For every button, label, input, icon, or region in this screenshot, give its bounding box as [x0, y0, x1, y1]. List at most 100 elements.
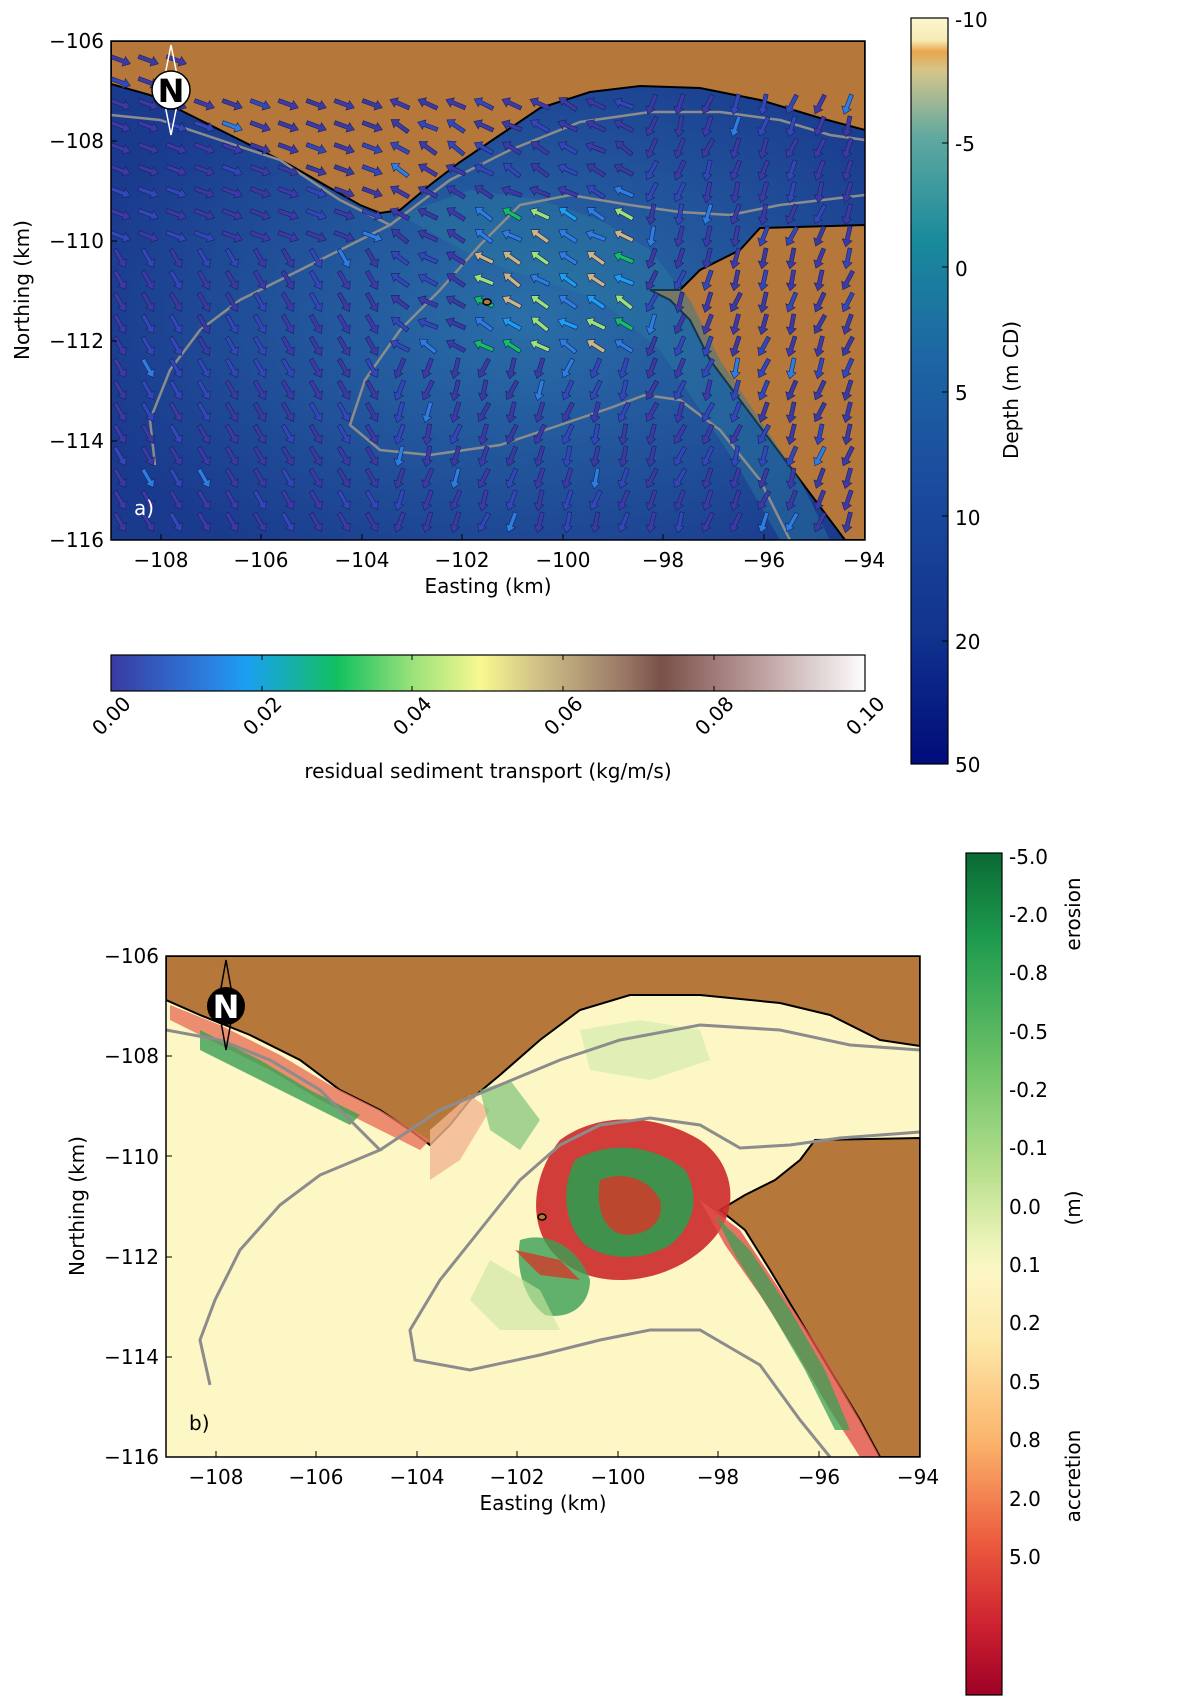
- transport-arrow: [445, 97, 467, 111]
- transport-arrow: [813, 423, 825, 446]
- transport-arrow: [701, 379, 713, 402]
- transport-arrow: [841, 379, 854, 401]
- transport-arrow: [308, 313, 323, 334]
- transport-arrow: [417, 185, 439, 199]
- transport-arrow: [785, 313, 797, 336]
- transport-arrow: [137, 54, 159, 67]
- transport-arrow: [418, 141, 438, 156]
- transport-arrow: [305, 142, 327, 155]
- transport-arrow: [841, 357, 855, 379]
- transport-arrow: [841, 445, 855, 467]
- transport-arrow: [364, 467, 379, 488]
- transport-arrow: [277, 186, 299, 199]
- transport-arrow: [224, 313, 239, 334]
- transport-arrow: [364, 357, 379, 378]
- transport-arrow: [701, 313, 714, 335]
- transport-arrow: [502, 207, 523, 222]
- transport-arrow: [559, 338, 578, 355]
- transport-arrow: [529, 273, 551, 287]
- transport-arrow: [813, 357, 825, 380]
- transport-arrow: [530, 119, 551, 134]
- transport-arrow: [474, 229, 494, 245]
- x-tick: −102: [490, 1465, 545, 1489]
- panel-b-frame: [165, 955, 921, 1458]
- transport-arrow: [729, 335, 742, 357]
- transport-arrow: [589, 511, 601, 534]
- y-tick-labels: −106 −108 −110 −112 −114 −116: [49, 29, 104, 552]
- transport-arrow: [505, 379, 519, 401]
- transport-arrow: [673, 159, 687, 181]
- transport-arrow: [252, 313, 267, 334]
- transport-arrow: [729, 445, 741, 468]
- transport-arrow: [446, 251, 467, 266]
- transport-arrow: [813, 511, 827, 533]
- transport-arrow: [221, 186, 243, 199]
- transport-arrow: [673, 203, 685, 226]
- transport-arrow: [729, 467, 742, 489]
- transport-arrow: [389, 339, 411, 353]
- transport-arrow: [757, 467, 770, 489]
- transport-arrow: [757, 93, 769, 116]
- transport-arrow: [558, 229, 578, 244]
- transport-arrow: [813, 335, 825, 358]
- y-axis-label: Northing (km): [65, 1136, 89, 1276]
- transport-arrow: [221, 120, 243, 133]
- transport-arrow: [533, 423, 547, 445]
- colorbar-tick: 0: [955, 257, 968, 281]
- transport-arrow: [140, 379, 155, 400]
- transport-arrow: [841, 269, 855, 291]
- transport-arrow: [393, 379, 406, 401]
- y-tick: −108: [104, 1044, 159, 1068]
- transport-arrow: [477, 511, 491, 533]
- transport-arrow: [614, 339, 634, 354]
- colorbar-label: Depth (m CD): [999, 321, 1023, 459]
- x-tick: −100: [591, 1465, 646, 1489]
- transport-arrow: [813, 313, 828, 335]
- transport-arrow: [305, 230, 327, 243]
- transport-arrow: [112, 445, 127, 466]
- transport-arrow: [140, 247, 155, 268]
- transport-arrow: [557, 317, 579, 330]
- north-label: N: [158, 72, 185, 110]
- transport-arrow: [589, 401, 601, 424]
- transport-arrow: [364, 269, 379, 290]
- x-tick: −100: [536, 548, 591, 572]
- transport-arrow: [112, 313, 127, 334]
- transport-arrow: [785, 247, 797, 270]
- transport-arrow: [673, 357, 686, 379]
- colorbar-tick: 0.10: [841, 692, 889, 740]
- transport-arrow: [390, 273, 410, 288]
- transport-arrow: [417, 119, 439, 132]
- transport-arrow: [333, 230, 355, 243]
- transport-arrow: [221, 98, 243, 111]
- transport-arrow: [586, 163, 606, 178]
- transport-arrow: [501, 295, 523, 309]
- transport-arrow: [558, 251, 578, 266]
- contour-line: [379, 1023, 920, 1152]
- transport-arrow: [449, 401, 462, 424]
- transport-arrow: [813, 203, 828, 225]
- y-tick: −114: [104, 1345, 159, 1369]
- transport-arrow: [336, 511, 351, 532]
- transport-arrow: [502, 339, 522, 354]
- transport-arrow: [418, 163, 439, 178]
- transport-arrow: [196, 291, 211, 312]
- transport-arrow: [168, 489, 183, 510]
- transport-arrow: [137, 208, 159, 221]
- transport-arrow: [449, 511, 462, 534]
- transport-arrow: [729, 379, 741, 402]
- transport-arrow: [417, 295, 439, 309]
- transport-arrow: [785, 401, 797, 424]
- x-axis-label: Easting (km): [479, 1491, 606, 1515]
- transport-arrow: [613, 273, 635, 286]
- transport-arrow: [645, 291, 660, 313]
- transport-arrow: [449, 445, 462, 467]
- transport-arrow: [785, 489, 798, 511]
- transport-arrow: [445, 339, 467, 353]
- transport-arrow: [645, 489, 658, 511]
- transport-arrow: [729, 291, 743, 313]
- transport-arrow: [390, 251, 410, 266]
- transport-arrow: [841, 159, 854, 181]
- transport-arrow: [841, 137, 854, 159]
